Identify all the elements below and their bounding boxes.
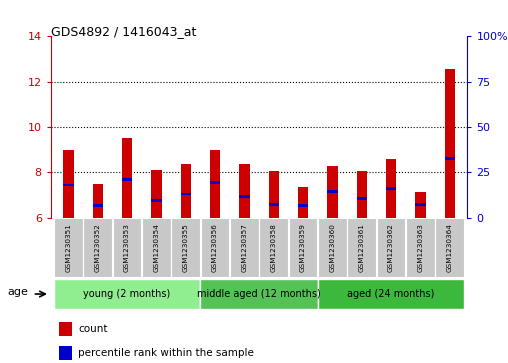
Bar — [151, 170, 162, 218]
Text: GSM1230360: GSM1230360 — [329, 223, 335, 272]
Text: GSM1230361: GSM1230361 — [359, 223, 365, 272]
Text: young (2 months): young (2 months) — [83, 289, 171, 299]
FancyBboxPatch shape — [318, 279, 464, 309]
FancyBboxPatch shape — [377, 219, 405, 277]
FancyBboxPatch shape — [406, 219, 435, 277]
Text: percentile rank within the sample: percentile rank within the sample — [78, 348, 254, 358]
Bar — [239, 195, 249, 197]
FancyBboxPatch shape — [318, 219, 346, 277]
Bar — [444, 158, 455, 160]
FancyBboxPatch shape — [435, 219, 464, 277]
Text: middle aged (12 months): middle aged (12 months) — [197, 289, 321, 299]
Bar — [269, 203, 279, 205]
Text: GSM1230353: GSM1230353 — [124, 223, 130, 272]
Text: GSM1230362: GSM1230362 — [388, 223, 394, 272]
FancyBboxPatch shape — [230, 219, 259, 277]
Bar — [210, 181, 220, 184]
Bar — [59, 346, 73, 360]
FancyBboxPatch shape — [260, 219, 288, 277]
Text: count: count — [78, 324, 107, 334]
Bar — [298, 204, 308, 207]
FancyBboxPatch shape — [83, 219, 112, 277]
Bar — [92, 184, 103, 218]
FancyBboxPatch shape — [172, 219, 200, 277]
Text: GSM1230356: GSM1230356 — [212, 223, 218, 272]
Bar — [64, 184, 74, 186]
Bar — [181, 164, 191, 218]
Bar — [327, 166, 337, 218]
Bar — [327, 190, 337, 193]
FancyBboxPatch shape — [54, 219, 83, 277]
Text: GSM1230364: GSM1230364 — [447, 223, 453, 272]
Bar — [415, 192, 426, 218]
Text: age: age — [7, 287, 28, 297]
Text: aged (24 months): aged (24 months) — [347, 289, 435, 299]
FancyBboxPatch shape — [142, 219, 171, 277]
Bar — [122, 178, 132, 180]
Bar — [181, 193, 191, 195]
Bar — [122, 138, 132, 218]
Bar — [239, 164, 249, 218]
Bar — [210, 150, 220, 218]
Text: GSM1230354: GSM1230354 — [153, 223, 160, 272]
Bar — [92, 204, 103, 207]
FancyBboxPatch shape — [201, 279, 318, 309]
Text: GSM1230351: GSM1230351 — [66, 223, 72, 272]
Text: GSM1230359: GSM1230359 — [300, 223, 306, 272]
Text: GSM1230363: GSM1230363 — [418, 223, 424, 272]
Bar — [415, 203, 426, 205]
Text: GSM1230357: GSM1230357 — [241, 223, 247, 272]
Bar — [357, 171, 367, 218]
Bar — [64, 150, 74, 218]
Bar — [59, 322, 73, 336]
FancyBboxPatch shape — [289, 219, 318, 277]
Bar — [386, 187, 396, 189]
Bar — [298, 187, 308, 218]
Bar — [444, 69, 455, 218]
FancyBboxPatch shape — [347, 219, 376, 277]
Bar — [269, 171, 279, 218]
Text: GDS4892 / 1416043_at: GDS4892 / 1416043_at — [51, 25, 196, 38]
Text: GSM1230358: GSM1230358 — [271, 223, 277, 272]
Text: GSM1230352: GSM1230352 — [94, 223, 101, 272]
Bar — [151, 199, 162, 202]
Bar — [386, 159, 396, 218]
FancyBboxPatch shape — [113, 219, 141, 277]
Text: GSM1230355: GSM1230355 — [183, 223, 189, 272]
Bar — [357, 197, 367, 200]
FancyBboxPatch shape — [54, 279, 201, 309]
FancyBboxPatch shape — [201, 219, 229, 277]
